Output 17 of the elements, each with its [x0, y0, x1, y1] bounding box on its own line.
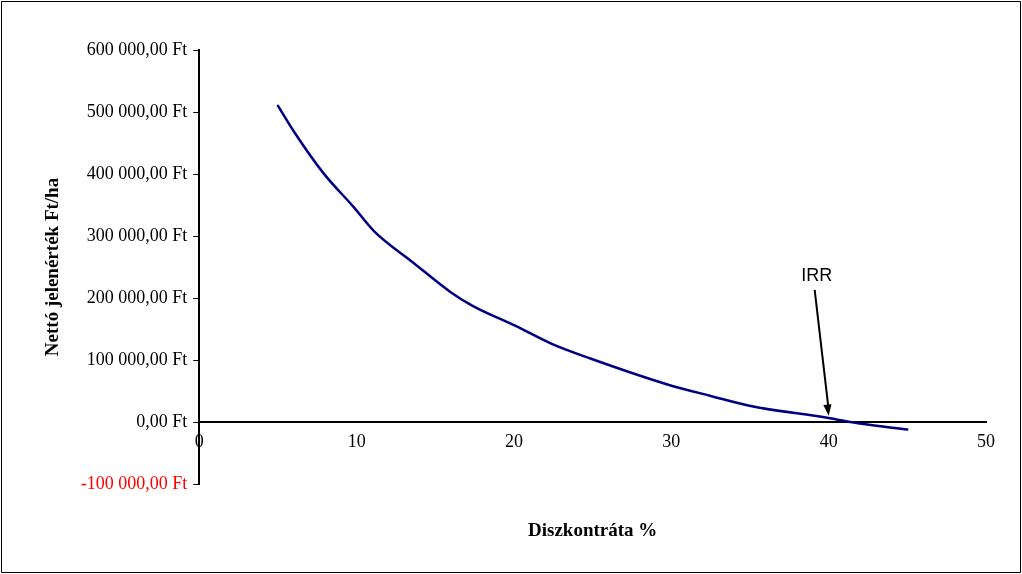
line-series [276, 104, 909, 431]
y-tick-label: 300 000,00 Ft [86, 224, 188, 245]
annotation: IRR [801, 264, 833, 285]
y-tick-label: 200 000,00 Ft [86, 286, 188, 307]
y-tick-label: 600 000,00 Ft [86, 38, 188, 59]
x-tick-label: 10 [347, 430, 366, 451]
x-tick-label: 50 [977, 430, 995, 451]
y-tick-label: 100 000,00 Ft [86, 348, 188, 369]
x-tick-label: 40 [819, 430, 838, 451]
y-axis-title: Nettó jelenérték Ft/ha [41, 177, 63, 357]
x-axis-title: Diszkontráta % [528, 518, 658, 540]
y-tick-label: 500 000,00 Ft [86, 100, 188, 121]
x-tick-label: 20 [504, 430, 523, 451]
y-tick-label: -100 000,00 Ft [80, 472, 188, 493]
x-tick-label: 30 [662, 430, 681, 451]
y-tick-label: 400 000,00 Ft [86, 162, 188, 183]
y-tick-label: 0,00 Ft [136, 410, 188, 431]
